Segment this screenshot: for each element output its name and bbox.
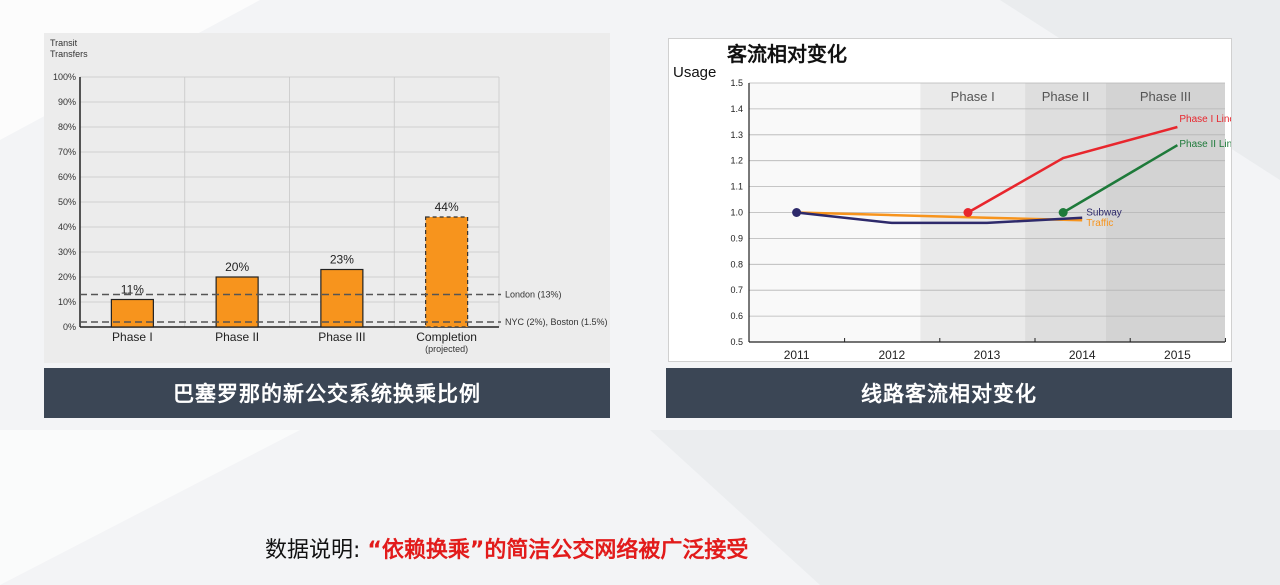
x-tick-label: Completion	[416, 330, 477, 344]
y-tick-label: 100%	[53, 72, 76, 82]
phase-band-label: Phase III	[1140, 89, 1191, 104]
bar-value-label: 23%	[330, 253, 354, 267]
reference-line-label: NYC (2%), Boston (1.5%)	[505, 317, 608, 327]
y-tick-label: 1.2	[730, 156, 743, 166]
y-tick-label: 80%	[58, 122, 76, 132]
y-tick-label: 0.6	[730, 311, 743, 321]
series-line-phase-i-lines	[967, 125, 1178, 214]
y-tick-label: 90%	[58, 97, 76, 107]
x-tick-label: Phase II	[215, 330, 259, 344]
series-label: Phase I Lines	[1179, 114, 1231, 125]
data-note: 数据说明: “依赖换乘”的简洁公交网络被广泛接受	[265, 532, 748, 564]
x-tick-label: 2013	[974, 348, 1001, 361]
bar-value-label: 11%	[121, 283, 144, 297]
bar-phase-iii	[320, 268, 364, 328]
series-label: Traffic	[1086, 218, 1113, 229]
y-tick-label: 1.1	[730, 182, 743, 192]
y-tick-label: 0.7	[730, 285, 743, 295]
y-tick-label: 70%	[58, 147, 76, 157]
chart-title: 客流相对变化	[726, 42, 847, 66]
y-tick-label: 0.5	[730, 337, 743, 347]
phase-band-label: Phase I	[951, 89, 995, 104]
note-highlight: “依赖换乘”的简洁公交网络被广泛接受	[367, 538, 749, 563]
y-axis-label-line: Transfers	[50, 49, 88, 59]
y-tick-label: 10%	[58, 297, 76, 307]
bar-phase-i	[110, 298, 154, 328]
y-tick-label: 60%	[58, 172, 76, 182]
bar-completion	[425, 216, 469, 328]
y-tick-label: 1.0	[730, 208, 743, 218]
y-tick-label: 30%	[58, 247, 76, 257]
y-axis-label: Transit Transfers	[50, 38, 88, 59]
series-line-phase-ii-lines	[1062, 144, 1179, 214]
bar-value-label: 20%	[225, 260, 249, 274]
series-line-traffic	[796, 211, 1083, 222]
x-tick-label: 2011	[784, 348, 810, 361]
series-start-marker	[1058, 208, 1068, 217]
note-prefix: 数据说明:	[265, 538, 368, 563]
line-chart-panel: Phase I Phase II Phase III 客流相对变化 Usage 0.5 0.…	[668, 38, 1243, 362]
x-tick-label: 2015	[1164, 348, 1191, 361]
y-tick-label: 1.4	[730, 104, 743, 114]
y-tick-label: 0.9	[730, 233, 743, 243]
line-chart-caption: 线路客流相对变化	[666, 368, 1232, 418]
y-tick-label: 40%	[58, 222, 76, 232]
bar-chart: Transit Transfers 0% 10% 20% 30% 40% 50% 60% 70% 8…	[50, 38, 608, 354]
phase-band-label: Phase II	[1042, 89, 1090, 104]
x-tick-label: 2014	[1069, 348, 1096, 361]
y-tick-label: 0%	[63, 322, 76, 332]
bar-value-label: 44%	[435, 200, 459, 214]
reference-line-label: London (13%)	[505, 290, 562, 300]
y-tick-label: 0.8	[730, 259, 743, 269]
y-axis-label: Usage	[673, 64, 716, 81]
series-label: Phase II Lines	[1179, 139, 1231, 150]
bar-chart-caption: 巴塞罗那的新公交系统换乘比例	[44, 368, 610, 418]
y-tick-label: 1.3	[730, 130, 743, 140]
bar-phase-ii	[215, 276, 259, 328]
y-axis-label-line: Transit	[50, 38, 78, 48]
x-tick-label: Phase I	[112, 330, 153, 344]
y-tick-label: 50%	[58, 197, 76, 207]
y-tick-label: 1.5	[730, 78, 743, 88]
series-start-marker	[792, 208, 802, 217]
series-label: Subway	[1086, 208, 1122, 219]
bar-chart-panel: Transit Transfers 0% 10% 20% 30% 40% 50% 60% 70% 8…	[44, 33, 610, 363]
series-line-subway	[796, 211, 1083, 225]
x-tick-label: 2012	[878, 348, 905, 361]
series-start-marker	[963, 208, 973, 217]
y-tick-label: 20%	[58, 272, 76, 282]
x-tick-sublabel: (projected)	[425, 344, 468, 354]
x-tick-label: Phase III	[318, 330, 365, 344]
line-chart: Phase I Phase II Phase III 客流相对变化 Usage 0.5 0.…	[673, 42, 1243, 362]
